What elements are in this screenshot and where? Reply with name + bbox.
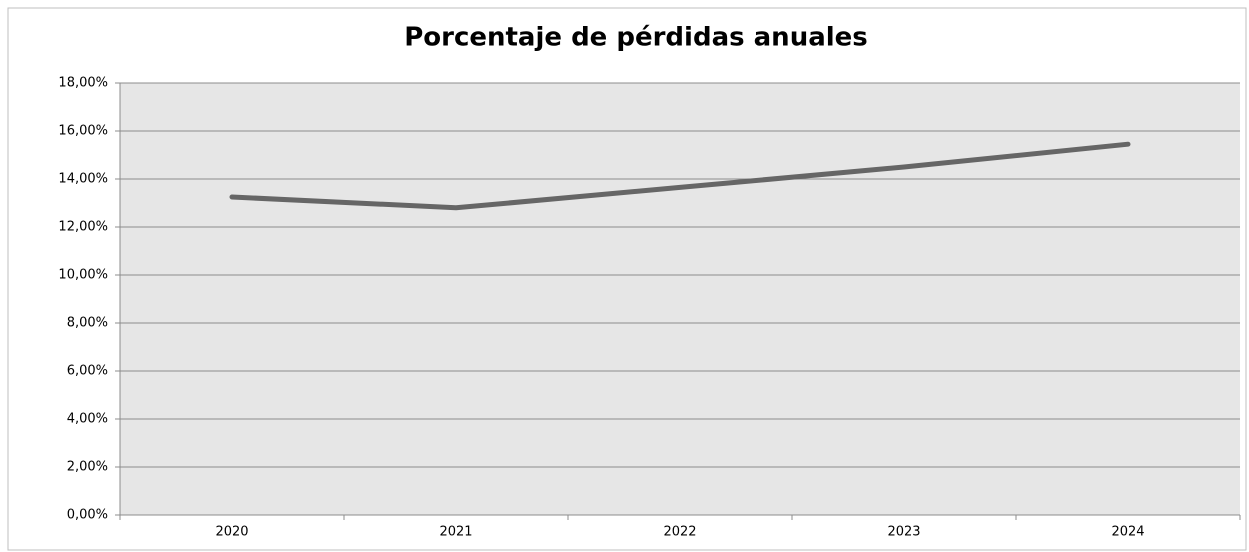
chart-title: Porcentaje de pérdidas anuales [404, 23, 868, 53]
y-tick-label: 16,00% [58, 124, 108, 139]
y-tick-label: 10,00% [58, 268, 108, 283]
plot-area [120, 83, 1240, 515]
y-tick-label: 12,00% [58, 220, 108, 235]
x-tick-label: 2024 [1111, 525, 1144, 540]
line-series [229, 141, 1131, 211]
y-tick-label: 18,00% [58, 76, 108, 91]
y-tick-label: 2,00% [67, 460, 108, 475]
y-tick-label: 14,00% [58, 172, 108, 187]
x-tick-label: 2022 [663, 525, 696, 540]
y-tick-label: 6,00% [67, 364, 108, 379]
y-tick-label: 8,00% [67, 316, 108, 331]
x-tick-label: 2023 [887, 525, 920, 540]
x-tick-label: 2020 [215, 525, 248, 540]
y-tick-label: 4,00% [67, 412, 108, 427]
y-tick-label: 0,00% [67, 508, 108, 523]
x-tick-label: 2021 [439, 525, 472, 540]
